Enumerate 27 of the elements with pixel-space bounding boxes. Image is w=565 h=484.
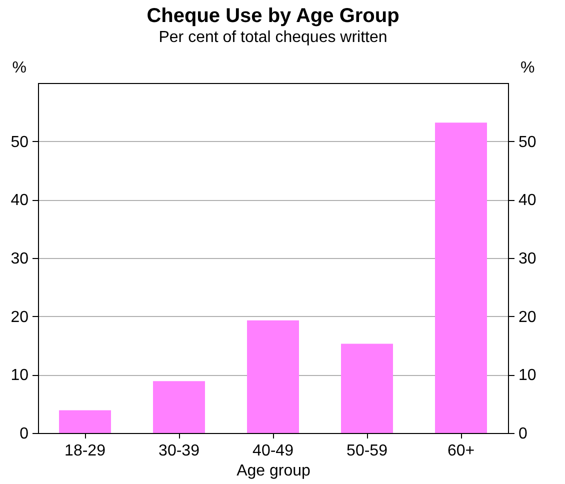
bar: [59, 410, 111, 433]
x-axis-title: Age group: [236, 462, 311, 480]
bar: [153, 381, 205, 433]
bar: [341, 344, 393, 433]
y2-tick-label: 0: [518, 426, 528, 442]
y-tick-label: 0: [20, 426, 29, 442]
chart-title: Cheque Use by Age Group: [146, 5, 400, 27]
y2-tick-label: 20: [518, 308, 536, 326]
bar: [435, 122, 487, 433]
y-tick-label: 10: [10, 367, 29, 384]
y-tick-label: 50: [10, 134, 29, 151]
x-tick-label: 60+: [447, 442, 475, 460]
chart-subtitle: Per cent of total cheques written: [158, 29, 388, 46]
y2-tick-label: 10: [518, 367, 536, 384]
bar: [247, 320, 299, 433]
y-axis-title: %: [12, 60, 26, 76]
y2-tick-label: 50: [518, 134, 536, 151]
y-tick-label: 20: [10, 308, 29, 326]
y2-tick-label: 30: [518, 250, 536, 268]
x-tick-label: 50-59: [346, 442, 388, 460]
x-tick-label: 18-29: [64, 442, 106, 460]
x-tick-label: 40-49: [252, 442, 294, 460]
y2-axis-title: %: [520, 60, 535, 76]
y2-tick-label: 40: [518, 192, 536, 210]
y-tick-label: 40: [10, 192, 29, 210]
x-tick-label: 30-39: [158, 442, 200, 460]
y-tick-label: 30: [10, 250, 29, 268]
